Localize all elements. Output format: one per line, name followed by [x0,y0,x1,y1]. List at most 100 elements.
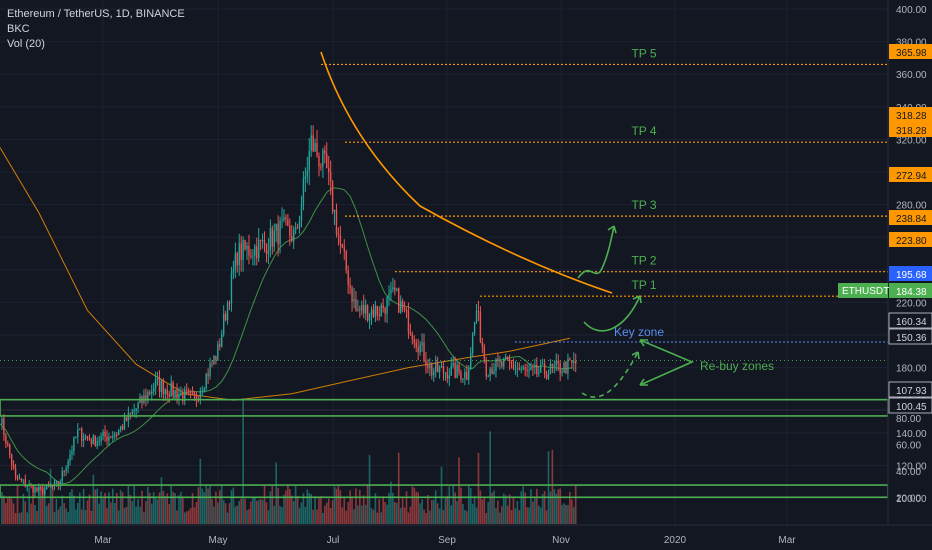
candle-body [464,371,466,379]
volume-bar [510,510,513,524]
price-tag-box [888,397,932,414]
volume-bar [10,498,13,524]
volume-bar [292,501,295,524]
volume-bar [376,512,379,524]
volume-bar [425,512,427,524]
price-tag-value: 318.28 [896,126,927,137]
price-tag-value: 184.38 [896,287,927,298]
candle-body [510,361,513,365]
volume-bar [351,496,353,524]
candle-body [145,395,147,401]
volume-bar [250,501,252,524]
price-tag-value: 223.80 [896,236,927,247]
candle-body [3,418,5,435]
volume-bar [322,512,324,524]
candle-body [559,363,561,374]
volume-bar [123,508,126,524]
volume-bar [135,506,137,524]
volume-bar [427,494,429,524]
volume-bar [537,505,540,524]
volume-bar [394,501,396,524]
volume-bar [193,507,196,524]
candle-body [563,361,565,373]
candle-body [217,344,219,361]
candle-body [127,412,130,422]
volume-bar [325,502,328,524]
volume-bar [442,510,445,524]
volume-bar [489,431,491,524]
candle-body [405,309,408,311]
volume-bar [22,493,25,524]
price-tag: 100.45 [888,397,932,414]
volume-bar [466,511,468,524]
volume-bar [90,510,93,524]
volume-bar [545,510,548,524]
volume-bar [469,488,472,524]
time-tick-label: Mar [94,535,112,546]
candle-body [20,478,23,481]
candle-body [57,481,60,487]
volume-bar [417,492,419,524]
candle-body [512,364,515,369]
volume-bar [51,485,54,524]
arrowhead [607,225,617,234]
volume-bar [156,499,159,524]
candle-body [267,250,270,254]
volume-bar [464,510,466,524]
candle-body [516,368,519,370]
candle-body [123,417,126,430]
candle-body [283,217,285,220]
candle-body [372,309,375,317]
volume-bar [238,501,241,524]
volume-bar [267,510,270,524]
candle-body [417,347,419,353]
candle-body [55,481,58,483]
candle-body [489,368,491,377]
candle-body [495,358,497,372]
volume-bar [36,511,38,524]
candle-body [96,441,98,447]
candle-body [106,436,108,441]
volume-bar [333,486,336,524]
candle-body [236,253,238,266]
volume-bar [506,505,509,524]
volume-bar [78,492,81,524]
candle-body [425,360,427,366]
volume-bar [80,509,83,524]
volume-bar [491,492,493,524]
candle-body [289,225,291,236]
candle-body [86,436,89,438]
candle-body [67,461,69,469]
candle-body [211,363,213,365]
candle-body [555,361,557,366]
candle-body [534,364,536,368]
candle-body [549,363,552,374]
time-tick-label: Nov [552,535,570,546]
candle-body [238,243,240,266]
candle-body [61,470,63,482]
volume-bar [477,452,480,524]
price-tag-box [889,283,932,298]
candle-body [388,293,390,297]
volume-bar [92,474,95,524]
candle-body [1,418,3,424]
candle-body [326,153,328,169]
volume-bar [302,493,305,524]
candle-body [573,361,575,363]
candle-body [232,269,235,274]
candle-body [565,361,567,374]
volume-bar [129,495,132,524]
volume-bar [137,498,139,524]
volume-bar [518,510,521,524]
volume-bar [549,491,552,524]
volume-bar [329,508,332,524]
time-tick-label: Sep [438,535,456,546]
volume-bar [392,492,394,524]
volume-bar [75,509,77,524]
volume-bar [403,507,406,524]
candle-body [186,389,188,391]
candle-body [263,240,266,244]
candle-body [226,302,229,321]
